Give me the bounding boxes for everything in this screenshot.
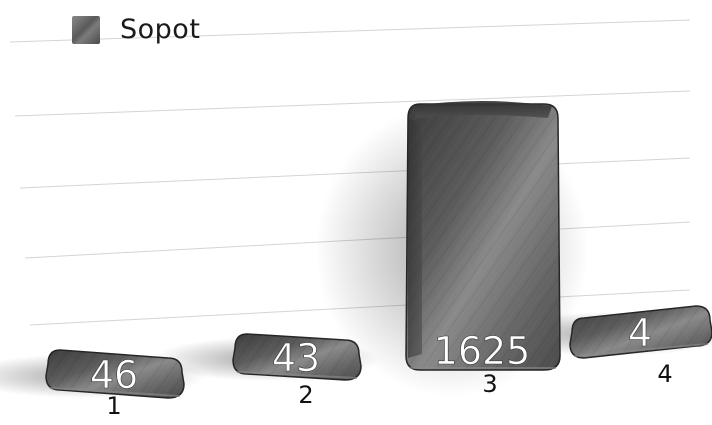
legend-swatch [72, 15, 100, 44]
bar-texture [406, 104, 560, 370]
data-label-3: 1625 [434, 329, 531, 373]
x-tick-2: 2 [298, 381, 313, 409]
bars [45, 101, 712, 399]
bar-3 [405, 101, 561, 371]
bar-1 [45, 349, 185, 399]
bar-edge [236, 371, 358, 379]
bar-texture [46, 350, 184, 398]
data-label-1: 46 [90, 353, 138, 397]
bar-2 [232, 333, 362, 381]
bar-texture [570, 306, 712, 358]
data-label-4: 4 [628, 311, 652, 355]
gridline [14, 90, 691, 117]
data-label-2: 43 [272, 336, 320, 380]
legend: Sopot [72, 14, 200, 45]
legend-label: Sopot [120, 14, 201, 45]
x-tick-4: 4 [657, 360, 672, 388]
gridline [9, 19, 691, 43]
bar-edge [49, 387, 181, 397]
x-axis-ticks: 1 2 3 4 [106, 360, 672, 420]
x-tick-3: 3 [482, 370, 497, 398]
bar-texture [233, 334, 361, 380]
bar-top [412, 101, 552, 118]
bar-4 [569, 305, 712, 359]
bar-side [408, 118, 422, 358]
x-tick-1: 1 [106, 392, 121, 420]
bar-edge [573, 343, 709, 357]
data-labels: 46 43 1625 4 [90, 311, 653, 398]
